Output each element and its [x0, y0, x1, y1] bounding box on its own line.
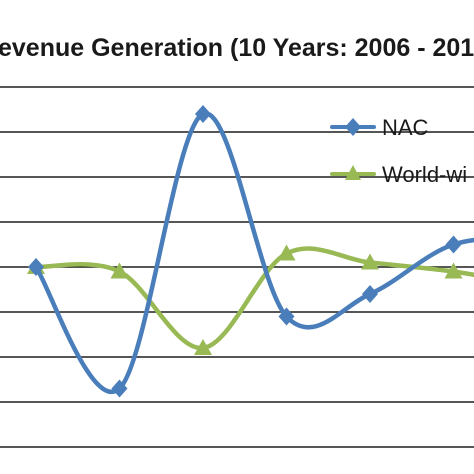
legend: NAC World-wi — [330, 115, 467, 187]
legend-item-world-wide: World-wi — [330, 162, 467, 187]
series-line-world-wi — [35, 246, 474, 351]
data-point-nac — [195, 105, 211, 123]
data-point-nac — [278, 307, 295, 326]
series-world-wi — [27, 244, 474, 355]
legend-marker-nac — [345, 118, 361, 136]
chart-title: evenue Generation (10 Years: 2006 - 201 — [0, 34, 474, 62]
data-point-world-wi — [444, 262, 463, 279]
series-layer — [27, 105, 474, 398]
legend-item-nac: NAC — [330, 115, 429, 140]
data-point-world-wi — [277, 244, 296, 261]
series-line-nac — [34, 111, 474, 394]
data-point-world-wi — [361, 253, 379, 270]
data-point-nac — [445, 235, 462, 254]
data-point-world-wi — [194, 339, 212, 355]
data-point-nac — [28, 258, 44, 276]
legend-marker-world-wide — [345, 165, 361, 180]
data-point-world-wi — [110, 262, 129, 279]
legend-label-world-wide: World-wi — [382, 162, 467, 187]
data-point-nac — [362, 285, 378, 303]
legend-label-nac: NAC — [382, 115, 429, 140]
data-point-nac — [111, 379, 128, 398]
series-nac — [28, 105, 474, 398]
